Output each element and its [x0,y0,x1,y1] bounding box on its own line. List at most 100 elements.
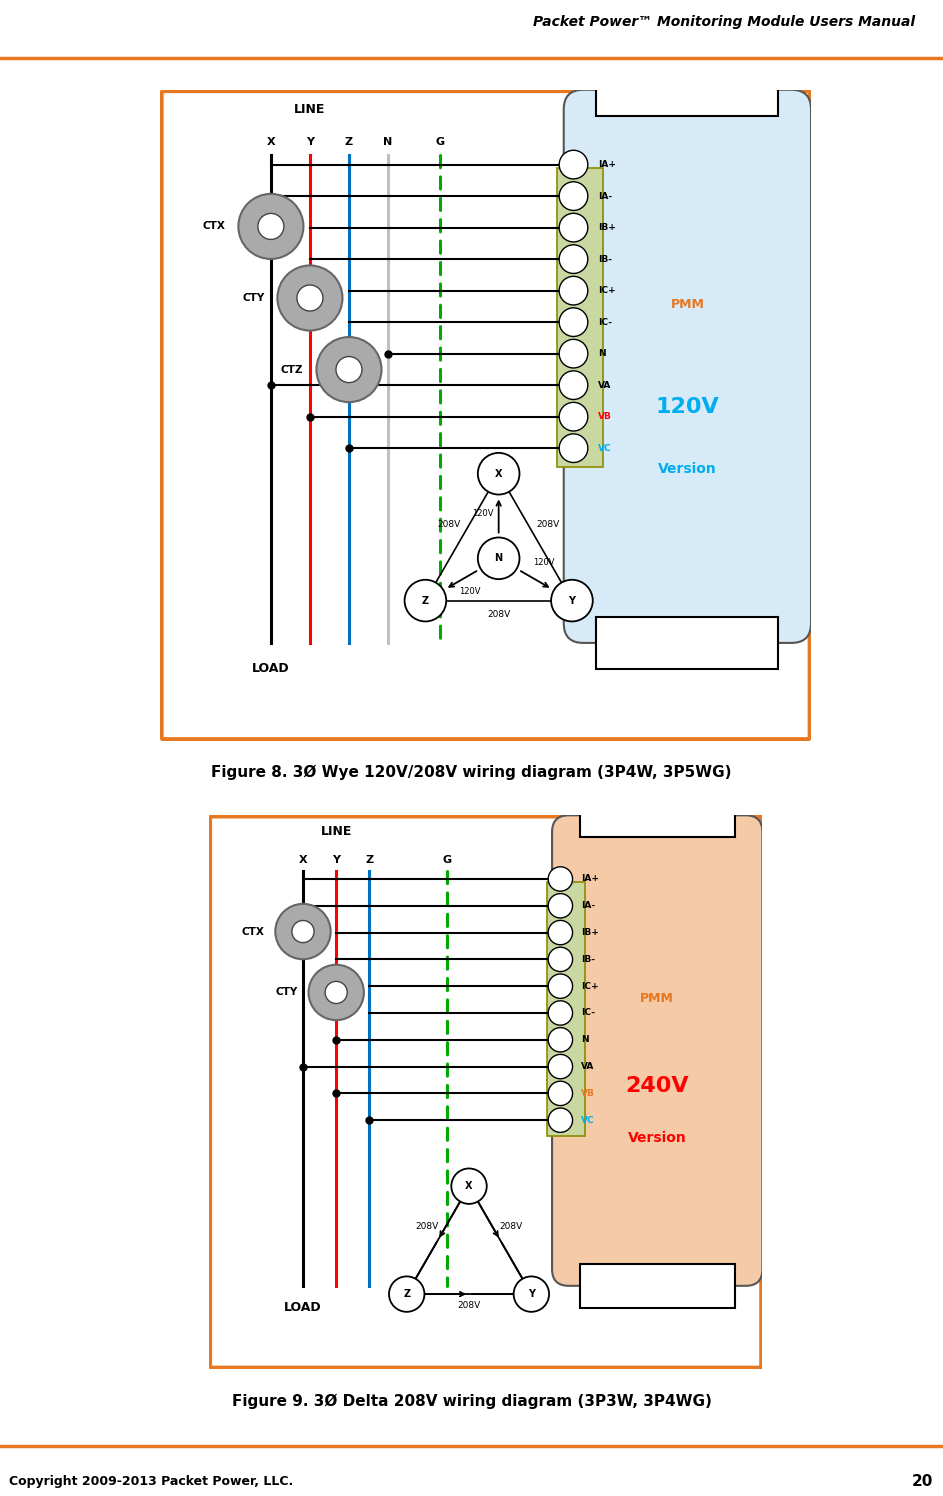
Text: IC+: IC+ [598,286,616,295]
Text: Figure 8. 3Ø Wye 120V/208V wiring diagram (3P4W, 3P5WG): Figure 8. 3Ø Wye 120V/208V wiring diagra… [211,764,732,779]
Text: 20: 20 [912,1474,934,1490]
Text: IA-: IA- [582,901,596,910]
Text: IC-: IC- [598,317,612,326]
Text: 208V: 208V [415,1222,438,1231]
Text: Figure 9. 3Ø Delta 208V wiring diagram (3P3W, 3P4WG): Figure 9. 3Ø Delta 208V wiring diagram (… [232,1394,711,1409]
Circle shape [548,1082,572,1106]
Text: 120V: 120V [655,398,720,417]
Text: IB-: IB- [582,954,595,963]
Bar [557,168,603,467]
Circle shape [548,920,572,945]
Circle shape [292,920,314,942]
Text: IA-: IA- [598,191,612,200]
Circle shape [551,580,593,621]
Bar [580,1264,735,1308]
Text: VC: VC [598,444,612,453]
Text: LINE: LINE [321,826,352,838]
Circle shape [548,947,572,971]
Text: VA: VA [582,1062,595,1071]
Text: CTY: CTY [242,293,264,304]
Circle shape [514,1276,549,1312]
Circle shape [548,1055,572,1079]
FancyBboxPatch shape [210,817,761,1367]
Text: Y: Y [528,1290,535,1299]
Text: N: N [582,1035,589,1044]
Text: 208V: 208V [457,1302,481,1310]
Text: X: X [267,136,275,147]
Circle shape [336,356,362,383]
Text: G: G [436,136,445,147]
Text: Version: Version [658,462,717,476]
Circle shape [548,866,572,892]
Text: IC+: IC+ [582,981,599,990]
Text: 208V: 208V [487,610,510,619]
Circle shape [559,277,587,305]
Text: CTZ: CTZ [281,365,304,374]
Circle shape [325,981,347,1004]
Text: Z: Z [404,1290,410,1299]
Text: 120V: 120V [472,509,493,518]
Text: VB: VB [582,1089,595,1098]
Circle shape [548,974,572,998]
Circle shape [239,194,304,259]
Text: X: X [465,1182,472,1191]
FancyBboxPatch shape [552,815,762,1285]
Text: IB-: IB- [598,254,612,263]
Text: 208V: 208V [438,521,460,530]
Circle shape [559,150,587,180]
Text: LOAD: LOAD [284,1302,322,1315]
Text: PMM: PMM [640,992,674,1005]
Text: Y: Y [569,595,575,606]
Circle shape [548,893,572,919]
Text: X: X [299,854,307,865]
Bar [596,64,779,115]
Text: IC-: IC- [582,1008,595,1017]
Text: LINE: LINE [294,103,325,115]
Circle shape [317,337,382,402]
Text: 208V: 208V [537,521,560,530]
Bar [596,616,779,669]
Text: CTY: CTY [275,987,297,998]
Text: Z: Z [365,854,373,865]
Text: 240V: 240V [625,1076,689,1095]
Circle shape [559,340,587,368]
Text: N: N [494,554,503,564]
Text: Y: Y [306,136,314,147]
Text: Version: Version [628,1131,687,1144]
Circle shape [405,580,446,621]
Circle shape [559,371,587,399]
Circle shape [478,537,520,579]
Text: IB+: IB+ [582,928,600,936]
Bar [580,793,735,838]
Text: IA+: IA+ [598,160,616,169]
Circle shape [389,1276,424,1312]
Circle shape [297,286,323,311]
Circle shape [559,214,587,242]
Circle shape [548,1001,572,1025]
Text: Z: Z [422,595,429,606]
Text: LOAD: LOAD [252,663,290,675]
Text: Packet Power™ Monitoring Module Users Manual: Packet Power™ Monitoring Module Users Ma… [533,15,915,28]
Text: G: G [442,854,452,865]
Circle shape [559,402,587,431]
Text: N: N [384,136,392,147]
Circle shape [452,1168,487,1204]
Text: VA: VA [598,380,612,389]
Text: Copyright 2009-2013 Packet Power, LLC.: Copyright 2009-2013 Packet Power, LLC. [9,1475,293,1489]
Text: X: X [495,468,503,479]
Circle shape [257,214,284,239]
Circle shape [559,308,587,337]
Text: 120V: 120V [533,558,554,567]
FancyBboxPatch shape [564,90,811,643]
Text: PMM: PMM [670,298,704,311]
Circle shape [275,904,331,959]
Text: VB: VB [598,413,612,422]
Circle shape [478,453,520,495]
Circle shape [277,265,342,331]
Text: CTX: CTX [203,221,225,232]
Text: Z: Z [345,136,353,147]
Text: IA+: IA+ [582,875,600,884]
Bar [547,881,586,1137]
Text: Y: Y [332,854,340,865]
FancyBboxPatch shape [161,91,810,739]
